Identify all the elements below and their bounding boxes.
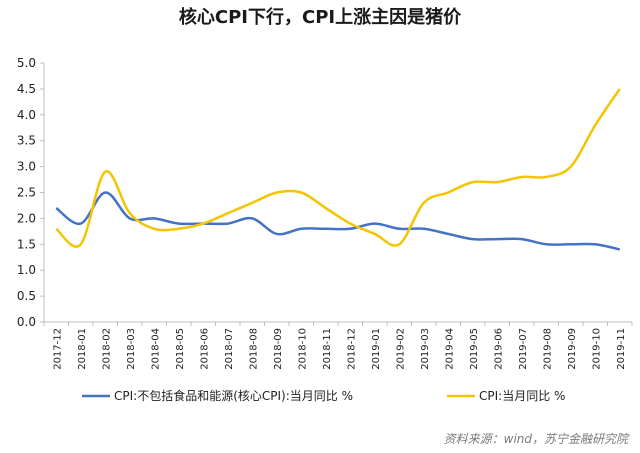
y-tick-label: 0.5 bbox=[17, 289, 36, 303]
x-tick-label: 2019-11 bbox=[616, 328, 627, 370]
x-tick-label: 2019-03 bbox=[420, 328, 431, 370]
legend-label: CPI:不包括食品和能源(核心CPI):当月同比 % bbox=[114, 388, 353, 403]
legend: CPI:不包括食品和能源(核心CPI):当月同比 % CPI:当月同比 % bbox=[82, 388, 565, 403]
x-tick-label: 2018-02 bbox=[101, 328, 112, 370]
x-tick-label: 2018-05 bbox=[175, 328, 186, 370]
y-tick-label: 3.0 bbox=[17, 160, 36, 174]
chart-title: 核心CPI下行，CPI上涨主因是猪价 bbox=[178, 7, 462, 28]
cpi-line bbox=[55, 88, 621, 248]
y-tick-label: 0.0 bbox=[17, 315, 36, 329]
x-tick-label: 2018-12 bbox=[346, 328, 357, 370]
x-tick-label: 2019-09 bbox=[567, 328, 578, 370]
x-tick-label: 2019-10 bbox=[591, 328, 602, 370]
axes bbox=[43, 63, 632, 323]
series-lines bbox=[55, 88, 621, 251]
y-tick-label: 4.0 bbox=[17, 108, 36, 122]
legend-item: CPI:不包括食品和能源(核心CPI):当月同比 % bbox=[82, 388, 353, 403]
x-tick-label: 2019-06 bbox=[493, 328, 504, 370]
x-tick-label: 2019-05 bbox=[469, 328, 480, 370]
y-axis-ticks: 0.0 0.5 1.0 1.5 2.0 2.5 3.0 3.5 4.0 4.5 5.0 bbox=[17, 56, 44, 329]
x-tick-label: 2018-10 bbox=[297, 328, 308, 370]
y-tick-label: 2.0 bbox=[17, 211, 36, 225]
x-tick-label: 2018-11 bbox=[322, 328, 333, 370]
y-tick-label: 4.5 bbox=[17, 82, 36, 96]
x-tick-label: 2018-01 bbox=[77, 328, 88, 370]
x-tick-label: 2019-04 bbox=[444, 328, 455, 370]
x-tick-label: 2018-06 bbox=[199, 328, 210, 370]
x-tick-label: 2019-02 bbox=[395, 328, 406, 370]
x-tick-label: 2019-08 bbox=[542, 328, 553, 370]
x-axis-ticks: 2017-12 2018-01 2018-02 2018-03 2018-04 2018-… bbox=[43, 322, 633, 370]
legend-label: CPI:当月同比 % bbox=[479, 389, 565, 403]
x-tick-label: 2018-07 bbox=[224, 328, 235, 370]
x-tick-label: 2019-01 bbox=[371, 328, 382, 370]
y-tick-label: 1.0 bbox=[17, 263, 36, 277]
core-cpi-line bbox=[55, 191, 621, 251]
x-tick-label: 2018-08 bbox=[248, 328, 259, 370]
legend-item: CPI:当月同比 % bbox=[447, 389, 565, 403]
x-tick-label: 2018-04 bbox=[150, 328, 161, 370]
x-tick-label: 2018-03 bbox=[126, 328, 137, 370]
x-tick-label: 2017-12 bbox=[52, 328, 63, 370]
y-tick-label: 5.0 bbox=[17, 56, 36, 70]
x-tick-label: 2019-07 bbox=[518, 328, 529, 370]
y-tick-label: 1.5 bbox=[17, 237, 36, 251]
y-tick-label: 2.5 bbox=[17, 186, 36, 200]
source-note: 资料来源：wind，苏宁金融研究院 bbox=[443, 432, 628, 446]
y-tick-label: 3.5 bbox=[17, 134, 36, 148]
x-tick-label: 2018-09 bbox=[273, 328, 284, 370]
